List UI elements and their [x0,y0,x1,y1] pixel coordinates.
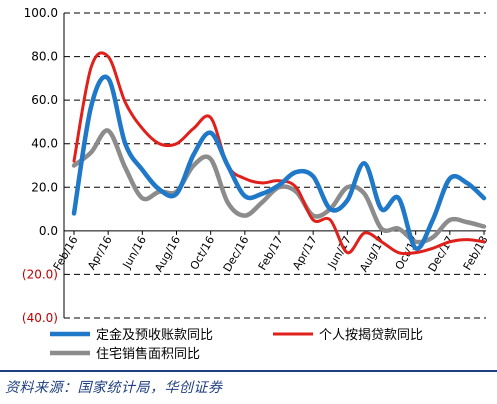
series-lines [71,51,487,256]
y-tick-label: 80.0 [31,50,58,64]
x-tick-label: Apr/16 [85,234,115,272]
y-tick-label: 20.0 [31,180,58,194]
y-tick-labels: 100.0 80.0 60.0 40.0 20.0 0.0 (20.0) (40.0) [22,6,58,325]
y-tick-label: 100.0 [24,6,58,20]
x-tick-label: Feb/16 [51,234,81,273]
source-note: 资料来源：国家统计局，华创证券 [5,380,223,396]
x-tick-label: Feb/17 [256,234,286,273]
line-chart: 100.0 80.0 60.0 40.0 20.0 0.0 (20.0) (40.0) Feb… [22,6,491,362]
gridlines [64,12,486,319]
series-line [71,74,487,251]
x-tick-label: Aug/16 [152,234,183,274]
y-tick-label: (40.0) [22,311,58,325]
legend-label: 定金及预收账款同比 [96,327,213,343]
legend-label: 个人按揭贷款同比 [319,328,423,343]
legend-label: 住宅销售面积同比 [96,346,200,362]
y-tick-label: 0.0 [39,224,58,238]
x-tick-label: Oct/16 [188,234,218,272]
y-tick-label: (20.0) [22,267,58,281]
series-line [72,51,486,256]
source-divider [0,370,497,372]
x-tick-label: Apr/17 [290,234,320,272]
x-tick-label: Dec/16 [221,234,252,274]
x-tick-label: Aug/17 [357,234,388,274]
axes [63,13,486,318]
y-tick-label: 60.0 [31,93,58,107]
x-tick-label: Jun/16 [120,234,149,272]
y-tick-label: 40.0 [31,137,58,151]
